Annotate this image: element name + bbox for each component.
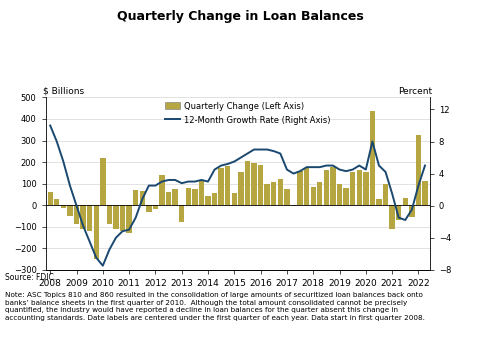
Bar [258, 165, 264, 205]
Bar [396, 205, 401, 220]
Bar [166, 192, 171, 205]
Bar [311, 187, 316, 205]
Bar [199, 180, 204, 205]
Bar [416, 135, 421, 205]
Bar [363, 172, 369, 205]
Bar [409, 205, 415, 217]
Bar [350, 172, 355, 205]
Bar [271, 182, 276, 205]
Text: Quarterly Change in Loan Balances: Quarterly Change in Loan Balances [117, 10, 363, 23]
Bar [357, 169, 362, 205]
Bar [186, 188, 191, 205]
Bar [422, 181, 428, 205]
Bar [80, 205, 86, 229]
Bar [284, 189, 289, 205]
Bar [376, 199, 382, 205]
Bar [205, 197, 211, 205]
Bar [87, 205, 92, 231]
Bar [304, 168, 309, 205]
Bar [232, 193, 237, 205]
Text: Percent: Percent [398, 87, 432, 96]
Bar [74, 205, 79, 224]
Legend: Quarterly Change (Left Axis), 12-Month Growth Rate (Right Axis): Quarterly Change (Left Axis), 12-Month G… [165, 102, 331, 125]
Bar [277, 179, 283, 205]
Bar [140, 191, 145, 205]
Bar [298, 171, 303, 205]
Bar [54, 199, 60, 205]
Bar [403, 198, 408, 205]
Bar [126, 205, 132, 233]
Bar [337, 184, 342, 205]
Bar [107, 205, 112, 224]
Text: Source: FDIC.: Source: FDIC. [5, 273, 56, 282]
Bar [179, 205, 184, 222]
Bar [67, 205, 72, 216]
Bar [317, 182, 323, 205]
Text: $ Billions: $ Billions [43, 87, 84, 96]
Bar [264, 184, 270, 205]
Bar [218, 168, 224, 205]
Bar [192, 189, 198, 205]
Bar [159, 175, 165, 205]
Bar [343, 188, 349, 205]
Bar [48, 192, 53, 205]
Bar [146, 205, 152, 212]
Bar [330, 167, 336, 205]
Bar [370, 111, 375, 205]
Bar [153, 205, 158, 209]
Bar [245, 161, 250, 205]
Bar [291, 205, 296, 206]
Bar [212, 193, 217, 205]
Bar [324, 169, 329, 205]
Bar [389, 205, 395, 229]
Bar [100, 158, 106, 205]
Bar [238, 172, 243, 205]
Bar [133, 190, 138, 205]
Bar [172, 189, 178, 205]
Bar [383, 184, 388, 205]
Bar [120, 205, 125, 231]
Text: Note: ASC Topics 810 and 860 resulted in the consolidation of large amounts of s: Note: ASC Topics 810 and 860 resulted in… [5, 292, 425, 321]
Bar [252, 163, 257, 205]
Bar [94, 205, 99, 259]
Bar [113, 205, 119, 229]
Bar [60, 205, 66, 208]
Bar [225, 166, 230, 205]
